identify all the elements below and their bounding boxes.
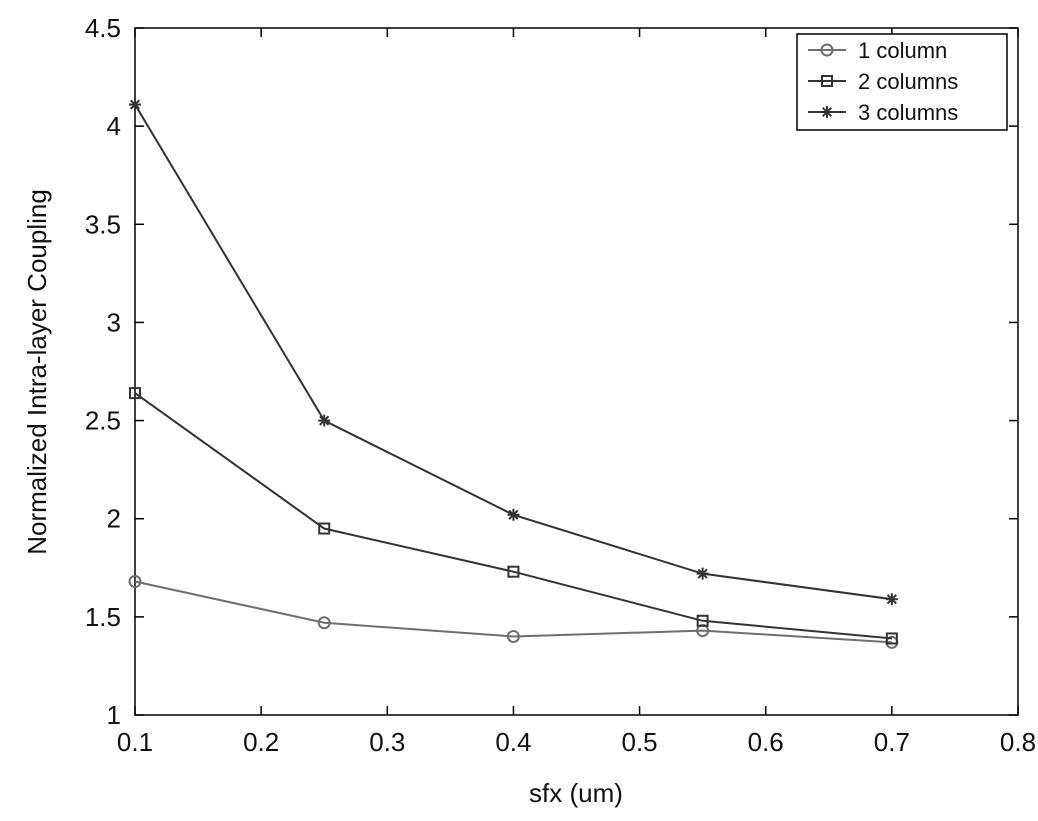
data-point <box>696 614 709 627</box>
x-tick-label: 0.2 <box>243 727 279 757</box>
axis-ticks: 0.1 0.2 0.3 0.4 0.5 0.6 0.7 0.8 1 1.5 2 2.5 3 3.5 4 4.5 <box>85 13 1036 757</box>
data-point <box>129 98 141 111</box>
legend-label: 1 column <box>858 38 947 63</box>
legend-item: 3 columns <box>808 100 958 125</box>
data-point <box>885 593 898 606</box>
legend-swatch-marker <box>820 43 834 57</box>
series-3 <box>129 98 898 606</box>
legend-item: 1 column <box>808 38 947 63</box>
series-2 <box>129 387 898 645</box>
x-tick-label: 0.1 <box>117 727 153 757</box>
series-line <box>134 104 892 601</box>
x-tick-label: 0.5 <box>621 727 657 757</box>
data-point <box>507 565 520 578</box>
marker-stroke <box>697 568 708 579</box>
legend-label: 2 columns <box>858 69 958 94</box>
x-tick-label: 0.7 <box>874 727 910 757</box>
legend-swatch-marker <box>821 106 833 118</box>
x-tick-label: 0.6 <box>748 727 784 757</box>
marker-stroke <box>821 106 833 118</box>
legend-label: 3 columns <box>858 100 958 125</box>
y-tick-label: 4.5 <box>85 13 121 43</box>
marker-stroke <box>886 594 897 605</box>
y-tick-label: 2 <box>107 504 121 534</box>
legend: 1 column 2 columns 3 columns <box>796 33 1008 131</box>
legend-swatch-marker <box>821 75 833 87</box>
series-1 <box>128 575 899 649</box>
data-point <box>318 414 331 427</box>
y-tick-label: 3 <box>107 307 121 337</box>
data-point <box>885 632 898 645</box>
y-tick-label: 4 <box>107 111 121 141</box>
y-axis-title: Normalized Intra-layer Coupling <box>22 189 52 555</box>
y-tick-label: 1.5 <box>85 602 121 632</box>
data-point <box>317 616 331 630</box>
plot-frame <box>134 27 1019 716</box>
data-point <box>318 522 331 535</box>
x-tick-label: 0.8 <box>1000 727 1036 757</box>
data-point <box>696 567 709 580</box>
x-tick-label: 0.3 <box>369 727 405 757</box>
data-point <box>129 387 141 400</box>
data-point <box>507 508 520 521</box>
x-tick-label: 0.4 <box>495 727 531 757</box>
y-tick-label: 2.5 <box>85 406 121 436</box>
series-line <box>134 392 892 640</box>
marker-stroke <box>508 509 519 520</box>
x-axis-title: sfx (um) <box>529 778 623 808</box>
marker-stroke <box>129 99 141 110</box>
series-line <box>134 580 892 644</box>
y-tick-label: 1 <box>107 700 121 730</box>
y-tick-label: 3.5 <box>85 209 121 239</box>
marker-stroke <box>319 415 330 426</box>
legend-item: 2 columns <box>808 69 958 94</box>
data-point <box>128 575 142 589</box>
data-point <box>506 629 520 643</box>
series-layer <box>128 98 899 649</box>
